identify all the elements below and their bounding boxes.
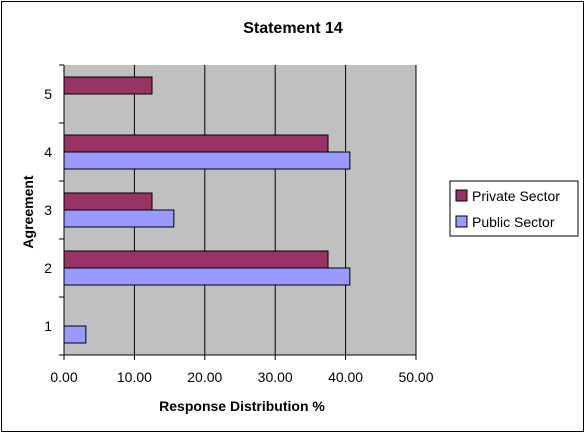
y-tick-label: 1 — [44, 318, 52, 334]
bar-private-sector-5 — [63, 76, 153, 95]
x-tick-label: 40.00 — [328, 369, 363, 385]
legend-swatch-private-sector — [455, 189, 468, 202]
y-tick-label: 5 — [44, 86, 52, 102]
x-tick-label: 20.00 — [187, 369, 222, 385]
chart-title: Statement 14 — [243, 20, 343, 37]
legend-swatch-public-sector — [455, 215, 468, 228]
x-axis-title: Response Distribution % — [159, 398, 325, 414]
x-tick-label: 30.00 — [258, 369, 293, 385]
bar-private-sector-2 — [63, 250, 329, 269]
y-tick-labels: 1 2 3 4 5 — [44, 86, 52, 334]
y-tick-label: 4 — [44, 144, 52, 160]
bar-public-sector-4 — [63, 151, 351, 170]
x-tick-label: 50.00 — [398, 369, 433, 385]
x-tick-label: 10.00 — [117, 369, 152, 385]
axes — [59, 64, 416, 356]
legend-label-private-sector: Private Sector — [472, 188, 560, 204]
bar-public-sector-2 — [63, 267, 351, 286]
y-tick-label: 3 — [44, 202, 52, 218]
bar-public-sector-1 — [63, 325, 87, 344]
bars — [63, 76, 351, 344]
bar-public-sector-3 — [63, 209, 175, 228]
x-tick-labels: 0.00 10.00 20.00 30.00 40.00 50.00 — [50, 369, 433, 385]
legend-box — [449, 180, 579, 237]
x-tick-label: 0.00 — [50, 369, 77, 385]
legend: Private Sector Public Sector — [449, 180, 579, 237]
y-tick-label: 2 — [44, 260, 52, 276]
bar-private-sector-3 — [63, 192, 153, 211]
y-axis-title: Agreement — [20, 175, 36, 248]
legend-label-public-sector: Public Sector — [472, 214, 555, 230]
bar-private-sector-4 — [63, 134, 329, 153]
